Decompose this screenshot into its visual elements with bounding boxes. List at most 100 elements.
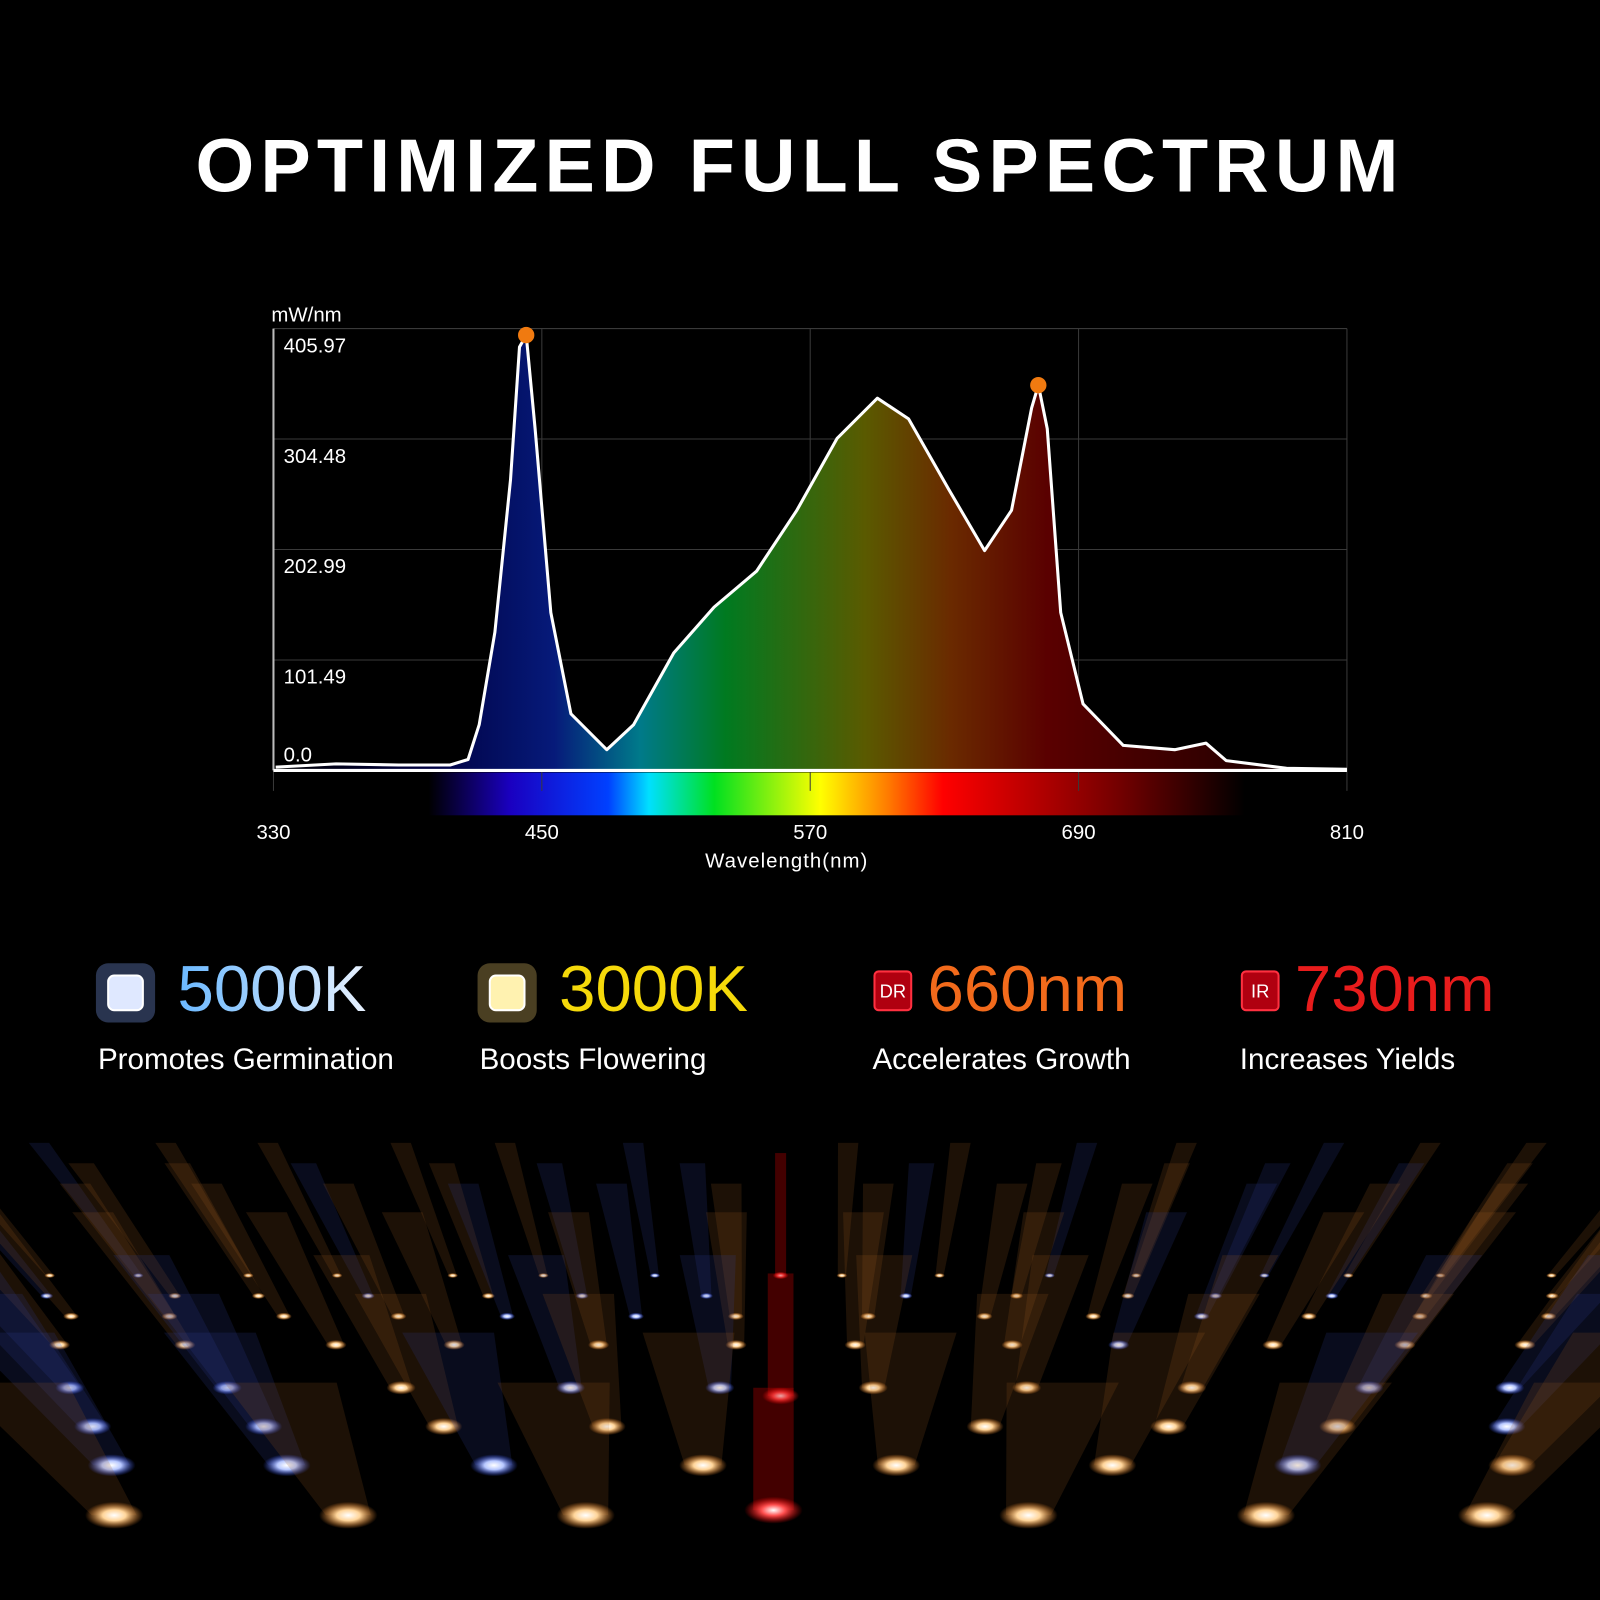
light-beam (1413, 1183, 1529, 1317)
light-beam (1015, 1255, 1089, 1388)
light-beam (1011, 1163, 1062, 1296)
led-glow (1419, 1292, 1433, 1299)
x-tick-label: 570 (793, 822, 827, 844)
light-beam (1547, 1210, 1600, 1276)
led-glow (1044, 1273, 1055, 1278)
light-beam (1326, 1163, 1425, 1296)
light-beam (1110, 1212, 1187, 1345)
feature-value: 5000K (178, 952, 367, 1025)
led-glow (1546, 1273, 1557, 1278)
led-glow (1411, 1312, 1428, 1320)
light-beam (1493, 1332, 1600, 1466)
led-glow (772, 1271, 789, 1280)
led-glow (242, 1273, 254, 1278)
light-beam (1003, 1212, 1065, 1345)
light-beam (1122, 1163, 1190, 1296)
light-beam (0, 1293, 107, 1427)
light-beam (1195, 1183, 1278, 1317)
badge-box (873, 970, 913, 1012)
led-glow (1259, 1273, 1270, 1278)
light-beam (1094, 1332, 1206, 1466)
led-glow (899, 1292, 913, 1299)
light-beam (710, 1183, 742, 1317)
chart-title: OPTIMIZED FULL SPECTRUM (196, 124, 1405, 208)
light-beam (191, 1183, 290, 1317)
light-beam (861, 1183, 894, 1317)
led-glow (1012, 1381, 1042, 1395)
led-glow (966, 1417, 1004, 1436)
light-beam (245, 1212, 345, 1345)
light-beam (28, 1142, 143, 1276)
led-glow (705, 1381, 735, 1395)
led-glow (762, 1387, 800, 1405)
light-beam (313, 1255, 413, 1388)
led-glow (725, 1340, 747, 1350)
light-beam (1547, 1229, 1600, 1296)
led-glow (319, 1501, 378, 1529)
light-beam (354, 1293, 459, 1427)
badge-text: IR (1251, 981, 1269, 1002)
led-glow (588, 1340, 610, 1350)
led-glow (727, 1312, 744, 1320)
led-glow (447, 1273, 459, 1278)
light-beam (767, 1273, 794, 1396)
led-glow (1319, 1417, 1357, 1436)
light-beam (900, 1163, 935, 1296)
features: 5000K Promotes Germination 3000K Boosts Flo… (95, 952, 1495, 1076)
light-beam (856, 1255, 913, 1388)
light-beam (1279, 1332, 1419, 1466)
led-glow (55, 1381, 85, 1395)
light-beam (1243, 1382, 1392, 1516)
light-beam (1087, 1183, 1153, 1317)
y-axis-label: mW/nm (271, 305, 341, 327)
led-glow (1208, 1292, 1223, 1299)
led-glow (679, 1454, 727, 1477)
light-beam (224, 1382, 371, 1516)
led-glow (499, 1312, 516, 1320)
led-glow (1273, 1454, 1322, 1477)
led-glow (44, 1273, 56, 1278)
light-beam (679, 1255, 736, 1388)
badge-text: DR (880, 981, 907, 1002)
led-glow (1177, 1381, 1207, 1395)
led-glow (251, 1292, 266, 1299)
plot: 0.0 101.49 202.99 304.48 405.97 330 450 570 690 8… (256, 326, 1364, 844)
led-glow (39, 1292, 54, 1299)
led-glow (1108, 1340, 1130, 1350)
light-beam (1344, 1142, 1441, 1276)
led-glow (1193, 1312, 1210, 1320)
led-glow (1514, 1340, 1536, 1350)
light-beam (147, 1293, 278, 1427)
light-beam (1264, 1212, 1365, 1345)
light-beam (679, 1163, 712, 1296)
feature-value: 730nm (1295, 952, 1495, 1025)
y-tick-label: 202.99 (284, 556, 346, 578)
light-beam (1498, 1255, 1600, 1388)
light-beam (935, 1142, 971, 1276)
light-beam (164, 1163, 264, 1296)
led-glow (132, 1273, 144, 1278)
led-glow (1394, 1340, 1416, 1350)
led-glow (1342, 1273, 1354, 1278)
light-beam (1436, 1142, 1547, 1276)
led-glow (744, 1496, 803, 1524)
led-glow (48, 1340, 71, 1350)
light-beam (0, 1254, 68, 1345)
light-beam (381, 1212, 463, 1345)
y-tick-label: 405.97 (284, 335, 346, 357)
light-beam (447, 1183, 514, 1317)
feature-value: 660nm (928, 952, 1128, 1025)
led-glow (836, 1273, 848, 1278)
led-glow (1435, 1273, 1446, 1278)
peak-marker (518, 326, 535, 344)
light-beam (536, 1163, 588, 1296)
led-glow (1545, 1292, 1559, 1299)
led-glow (1085, 1312, 1102, 1320)
led-glow (1150, 1417, 1188, 1436)
led-glow (1130, 1273, 1142, 1278)
light-beam (978, 1183, 1028, 1317)
light-beam (970, 1293, 1049, 1427)
x-axis-label: Wavelength(nm) (705, 851, 868, 873)
